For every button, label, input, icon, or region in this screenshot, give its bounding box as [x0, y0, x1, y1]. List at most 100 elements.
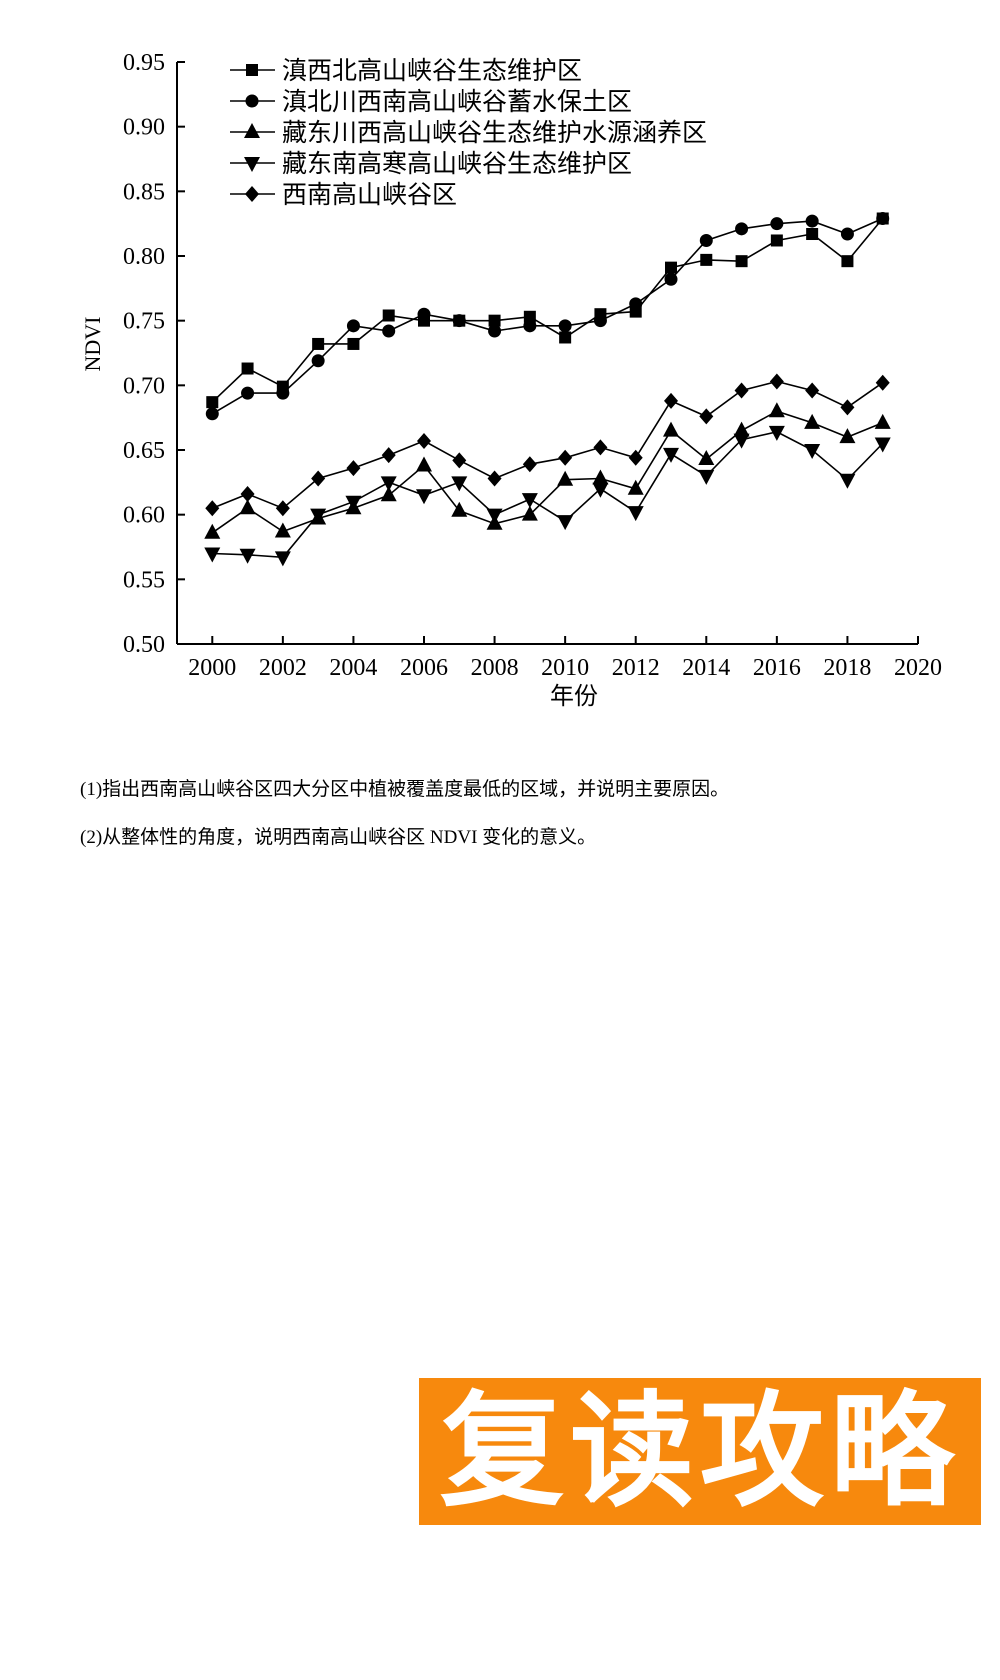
legend: 滇西北高山峡谷生态维护区滇北川西南高山峡谷蓄水保土区藏东川西高山峡谷生态维护水源…	[230, 56, 707, 209]
data-point	[312, 337, 325, 350]
series-line	[212, 380, 884, 510]
legend-label: 藏东川西高山峡谷生态维护水源涵养区	[282, 118, 707, 147]
y-tick-label: 0.85	[123, 179, 165, 205]
data-point	[628, 449, 643, 466]
data-point	[735, 255, 748, 268]
x-tick-label: 2012	[612, 655, 660, 681]
legend-marker	[246, 64, 258, 76]
data-point	[486, 508, 503, 524]
x-tick-label: 2006	[400, 655, 448, 681]
legend-label: 滇西北高山峡谷生态维护区	[282, 56, 582, 85]
series-4	[204, 425, 891, 567]
x-axis-label: 年份	[550, 683, 598, 710]
data-point	[523, 310, 536, 323]
data-point	[699, 233, 713, 247]
series-group	[204, 211, 891, 567]
data-point	[558, 449, 573, 466]
data-point	[629, 297, 643, 311]
data-point	[592, 482, 609, 498]
data-point	[806, 228, 819, 241]
data-point	[839, 473, 856, 489]
data-point	[875, 374, 890, 391]
data-point	[804, 444, 821, 459]
data-point	[521, 505, 538, 521]
series-2	[205, 211, 890, 421]
data-point	[345, 495, 362, 511]
brand-text: 复读攻略	[439, 1379, 960, 1524]
data-point	[241, 362, 254, 375]
data-point	[521, 493, 538, 509]
data-point	[523, 319, 537, 333]
brand-banner: 复读攻略	[419, 1378, 981, 1525]
data-point	[805, 382, 820, 399]
data-point	[805, 214, 819, 228]
data-point	[663, 447, 679, 463]
x-tick-label: 2018	[823, 655, 871, 681]
x-tick-label: 2010	[541, 655, 589, 681]
legend-item: 藏东川西高山峡谷生态维护水源涵养区	[230, 118, 707, 147]
data-point	[558, 319, 572, 333]
legend-marker	[244, 123, 260, 138]
data-point	[592, 469, 609, 485]
data-point	[698, 469, 715, 485]
data-point	[522, 456, 537, 473]
data-point	[557, 470, 574, 486]
data-point	[769, 373, 784, 390]
legend-item: 西南高山峡谷区	[230, 180, 457, 209]
data-point	[204, 547, 221, 563]
data-point	[557, 515, 574, 531]
legend-item: 藏东南高寒高山峡谷生态维护区	[230, 149, 632, 178]
data-point	[593, 439, 608, 456]
data-point	[416, 456, 432, 472]
legend-marker	[245, 94, 259, 108]
data-point	[665, 261, 677, 274]
y-ticks: 0.50 0.55 0.60 0.65 0.70 0.75 0.80 0.85 0.90 0.95	[123, 50, 185, 658]
data-point	[841, 255, 854, 268]
data-point	[700, 253, 713, 266]
data-point	[241, 386, 255, 400]
x-tick-label: 2002	[259, 655, 307, 681]
legend-item: 滇西北高山峡谷生态维护区	[230, 56, 582, 85]
data-point	[310, 508, 327, 524]
data-point	[381, 447, 396, 464]
y-axis-label: NDVI	[80, 317, 105, 372]
data-point	[663, 421, 679, 437]
data-point	[204, 523, 221, 539]
y-tick-label: 0.60	[123, 503, 165, 529]
data-point	[274, 522, 291, 538]
data-point	[417, 307, 431, 321]
y-tick-label: 0.50	[123, 632, 165, 658]
series-line	[211, 217, 884, 415]
data-point	[839, 428, 856, 444]
data-point	[451, 476, 468, 492]
question-2: (2)从整体性的角度，说明西南高山峡谷区 NDVI 变化的意义。	[80, 827, 597, 848]
data-point	[239, 499, 256, 515]
data-point	[876, 211, 890, 225]
data-point	[311, 470, 326, 487]
y-tick-label: 0.65	[123, 438, 165, 464]
data-point	[239, 548, 256, 564]
data-point	[382, 309, 395, 322]
data-point	[559, 331, 572, 344]
data-point	[593, 314, 607, 328]
data-point	[768, 402, 785, 418]
data-point	[240, 485, 255, 502]
y-tick-label: 0.80	[123, 244, 165, 270]
data-point	[664, 272, 678, 286]
x-tick-label: 2014	[682, 655, 730, 681]
series-5	[205, 373, 890, 517]
x-tick-label: 2004	[329, 655, 377, 681]
series-line	[212, 431, 884, 559]
data-point	[452, 452, 467, 469]
data-point	[206, 396, 219, 409]
data-point	[840, 399, 855, 416]
data-point	[346, 319, 360, 333]
y-tick-label: 0.55	[123, 567, 165, 593]
x-tick-label: 2016	[753, 655, 801, 681]
data-point	[488, 314, 501, 327]
legend-marker	[245, 186, 259, 202]
data-point	[416, 489, 432, 505]
data-point	[488, 324, 502, 338]
series-1	[206, 212, 889, 409]
data-point	[770, 217, 784, 231]
